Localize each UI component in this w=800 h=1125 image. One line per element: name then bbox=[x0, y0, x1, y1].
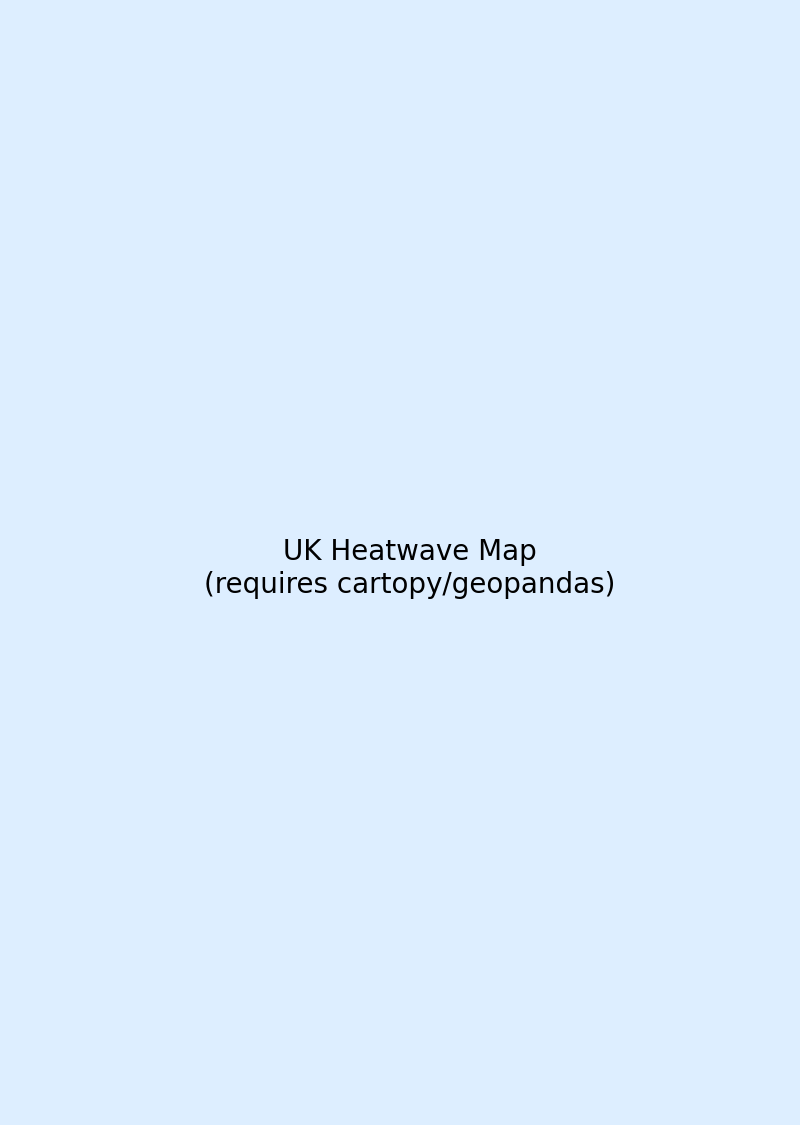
Text: UK Heatwave Map
(requires cartopy/geopandas): UK Heatwave Map (requires cartopy/geopan… bbox=[204, 538, 616, 598]
